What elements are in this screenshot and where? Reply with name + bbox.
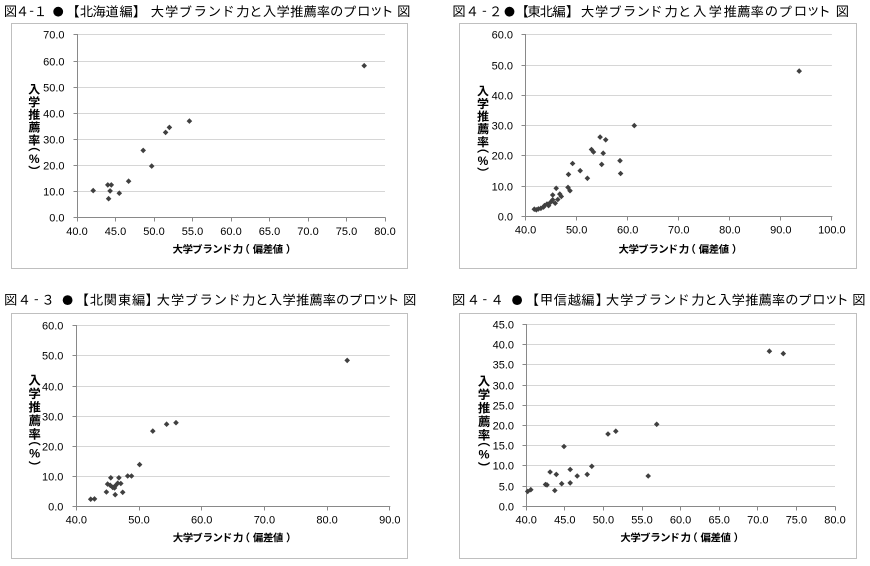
svg-text:45.0: 45.0	[493, 319, 514, 331]
svg-text:65.0: 65.0	[708, 515, 729, 527]
svg-text:40.0: 40.0	[492, 90, 513, 102]
svg-text:40.0: 40.0	[42, 381, 63, 393]
svg-text:10.0: 10.0	[493, 460, 514, 472]
svg-text:35.0: 35.0	[493, 359, 514, 371]
svg-text:20.0: 20.0	[493, 420, 514, 432]
svg-text:50.0: 50.0	[43, 82, 64, 94]
svg-text:30.0: 30.0	[492, 120, 513, 132]
svg-text:5.0: 5.0	[499, 481, 514, 493]
svg-text:10.0: 10.0	[43, 186, 64, 198]
svg-text:70.0: 70.0	[297, 226, 318, 238]
svg-text:40.0: 40.0	[515, 515, 536, 527]
svg-text:50.0: 50.0	[42, 350, 63, 362]
svg-text:30.0: 30.0	[42, 411, 63, 423]
svg-text:%: %	[478, 154, 489, 168]
svg-text:40.0: 40.0	[43, 108, 64, 120]
svg-text:15.0: 15.0	[493, 440, 514, 452]
svg-text:0.0: 0.0	[499, 501, 514, 513]
svg-text:45.0: 45.0	[554, 515, 575, 527]
svg-text:70.0: 70.0	[747, 515, 768, 527]
svg-text:90.0: 90.0	[379, 515, 400, 527]
svg-text:50.0: 50.0	[143, 226, 164, 238]
svg-text:80.0: 80.0	[719, 225, 740, 237]
svg-text:25.0: 25.0	[493, 400, 514, 412]
svg-text:20.0: 20.0	[42, 441, 63, 453]
svg-text:60.0: 60.0	[220, 226, 241, 238]
svg-text:10.0: 10.0	[492, 181, 513, 193]
svg-text:50.0: 50.0	[566, 225, 587, 237]
svg-text:80.0: 80.0	[374, 226, 395, 238]
svg-text:0.0: 0.0	[49, 212, 64, 224]
svg-text:0.0: 0.0	[48, 501, 63, 513]
svg-text:50.0: 50.0	[492, 60, 513, 72]
svg-text:0.0: 0.0	[498, 211, 513, 223]
svg-text:50.0: 50.0	[128, 515, 149, 527]
svg-text:80.0: 80.0	[824, 515, 845, 527]
svg-text:55.0: 55.0	[182, 226, 203, 238]
svg-text:70.0: 70.0	[254, 515, 275, 527]
svg-text:40.0: 40.0	[493, 339, 514, 351]
svg-text:75.0: 75.0	[336, 226, 357, 238]
svg-text:60.0: 60.0	[43, 56, 64, 68]
svg-text:20.0: 20.0	[43, 160, 64, 172]
svg-text:60.0: 60.0	[191, 515, 212, 527]
svg-text:%: %	[29, 447, 40, 461]
svg-text:45.0: 45.0	[105, 226, 126, 238]
svg-text:40.0: 40.0	[66, 226, 87, 238]
svg-text:60.0: 60.0	[617, 225, 638, 237]
svg-text:60.0: 60.0	[670, 515, 691, 527]
svg-text:10.0: 10.0	[42, 471, 63, 483]
svg-text:30.0: 30.0	[43, 134, 64, 146]
svg-text:70.0: 70.0	[43, 29, 64, 41]
svg-text:20.0: 20.0	[492, 150, 513, 162]
svg-text:40.0: 40.0	[515, 225, 536, 237]
svg-text:40.0: 40.0	[66, 515, 87, 527]
svg-text:55.0: 55.0	[631, 515, 652, 527]
svg-text:50.0: 50.0	[593, 515, 614, 527]
svg-text:65.0: 65.0	[259, 226, 280, 238]
svg-text:30.0: 30.0	[493, 380, 514, 392]
svg-text:70.0: 70.0	[668, 225, 689, 237]
svg-text:80.0: 80.0	[316, 515, 337, 527]
svg-text:%: %	[478, 448, 489, 462]
svg-text:90.0: 90.0	[770, 225, 791, 237]
svg-text:75.0: 75.0	[786, 515, 807, 527]
svg-text:%: %	[29, 152, 40, 166]
svg-text:60.0: 60.0	[42, 320, 63, 332]
svg-text:100.0: 100.0	[818, 225, 846, 237]
svg-text:60.0: 60.0	[492, 29, 513, 41]
